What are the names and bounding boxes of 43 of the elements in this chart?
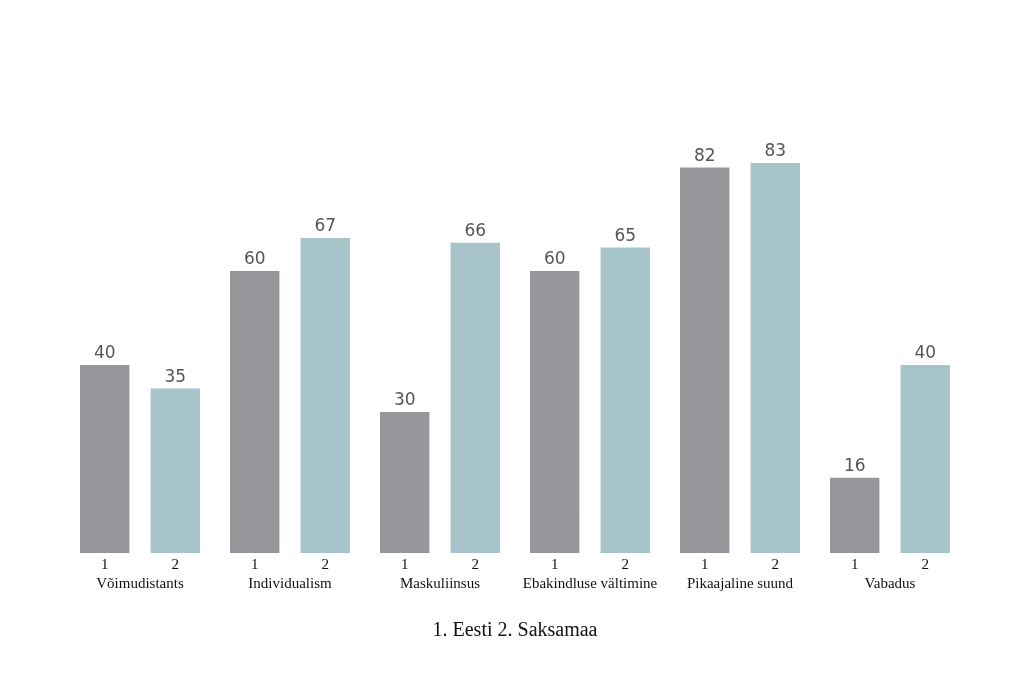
bar	[300, 238, 350, 553]
data-label: 82	[693, 144, 716, 165]
data-label: 67	[314, 215, 337, 236]
x-tick-label: Pikaajaline suund	[686, 574, 794, 591]
bar	[530, 271, 580, 553]
text: 1	[700, 556, 709, 572]
data-label: 60	[243, 248, 266, 268]
data-label: 66	[464, 219, 487, 240]
data-label: 35	[164, 365, 187, 386]
bar	[830, 477, 880, 553]
x-tick-label: Ebakindluse vältimine	[522, 574, 658, 591]
text: 1	[550, 556, 559, 572]
bar	[600, 247, 650, 553]
x-tick-label: Individualism	[248, 574, 332, 591]
series-label: 1	[100, 556, 109, 572]
bar	[450, 242, 500, 553]
data-label: 83	[764, 139, 787, 160]
x-tick-label: Maskuliinsus	[399, 574, 481, 591]
bar	[80, 365, 130, 553]
text: 1	[400, 556, 409, 572]
text: 2	[771, 556, 780, 572]
data-label: 30	[393, 389, 416, 409]
text: 1. Eesti 2. Saksamaa	[432, 618, 598, 640]
text: 2	[321, 556, 330, 572]
bar	[900, 365, 950, 553]
x-tick-label: Võimudistants	[96, 574, 184, 591]
text: 1	[850, 556, 859, 572]
bar	[150, 388, 200, 553]
series-label: 2	[171, 556, 180, 572]
text: 1	[250, 556, 259, 572]
data-label: 40	[914, 342, 937, 362]
x-tick-label: Vabadus	[864, 574, 916, 591]
bar	[230, 271, 280, 553]
bar	[680, 167, 730, 553]
data-label: 60	[543, 248, 566, 268]
data-label: 40	[93, 342, 116, 362]
bar	[380, 412, 430, 553]
text: 2	[621, 556, 630, 572]
text: 2	[471, 556, 480, 572]
data-label: 65	[614, 224, 637, 245]
text: 2	[921, 556, 930, 572]
bar	[750, 162, 800, 553]
data-label: 16	[843, 454, 866, 475]
